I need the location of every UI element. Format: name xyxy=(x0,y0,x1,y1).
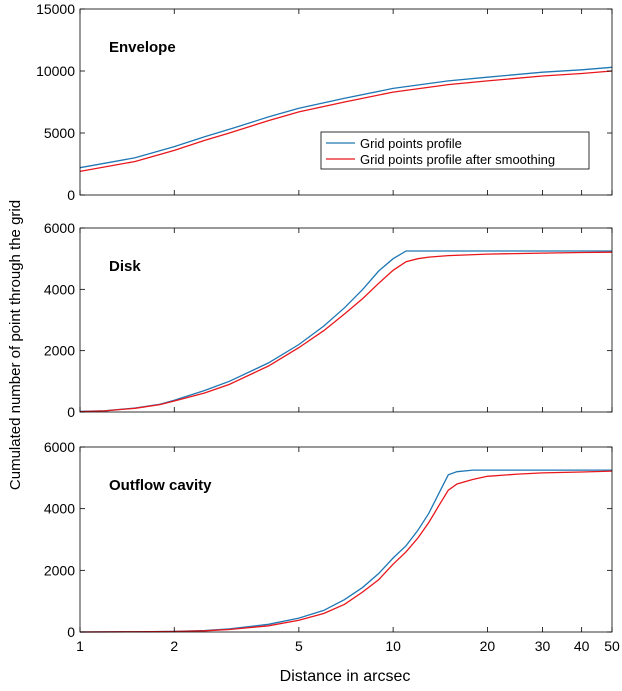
panel-title-outflow-cavity: Outflow cavity xyxy=(109,477,212,494)
x-tick-label: 30 xyxy=(535,638,551,654)
axes-frame-disk xyxy=(79,227,613,413)
panel-envelope: 0 5000 10000 15000 Envelope xyxy=(36,1,613,203)
y-tick-label: 4000 xyxy=(44,501,75,517)
panel-title-disk: Disk xyxy=(109,258,141,275)
series-line-outflow-cavity-smoothed xyxy=(79,470,613,633)
y-tick-label: 2000 xyxy=(44,562,75,578)
x-tick-label: 20 xyxy=(480,638,496,654)
x-tick-label: 5 xyxy=(295,638,303,654)
y-tick-label: 10000 xyxy=(36,63,75,79)
axes-frame-outflow-cavity xyxy=(79,446,613,633)
legend-label-raw: Grid points profile xyxy=(360,136,462,151)
axes-frame-envelope xyxy=(79,8,613,196)
y-tick-label: 2000 xyxy=(44,343,75,359)
y-tick-label: 4000 xyxy=(44,281,75,297)
y-tick-label: 0 xyxy=(67,624,75,640)
y-axis-label: Cumulated number of point through the gr… xyxy=(7,200,24,490)
y-tick-label: 15000 xyxy=(36,1,75,17)
series-line-envelope-raw xyxy=(79,66,613,169)
series-line-envelope-smoothed xyxy=(79,70,613,173)
series-line-disk-raw xyxy=(79,250,612,413)
legend: Grid points profile Grid points profile … xyxy=(320,131,590,170)
y-tick-label: 0 xyxy=(67,404,75,420)
x-axis-label: Distance in arcsec xyxy=(280,668,411,685)
x-tick-label: 1 xyxy=(76,638,84,654)
y-tick-label: 0 xyxy=(67,187,75,203)
x-tick-label: 10 xyxy=(385,638,401,654)
y-tick-label: 6000 xyxy=(44,220,75,236)
y-tick-label: 6000 xyxy=(44,439,75,455)
panels: 0 5000 10000 15000 Envelope 0 2000 4000 6000 Disk… xyxy=(36,1,620,654)
series-line-disk-smoothed xyxy=(79,251,613,413)
x-tick-label: 2 xyxy=(170,638,178,654)
x-tick-label: 40 xyxy=(574,638,590,654)
panel-title-envelope: Envelope xyxy=(109,39,176,56)
series-line-outflow-cavity-raw xyxy=(79,469,612,633)
legend-label-smoothed: Grid points profile after smoothing xyxy=(360,152,555,167)
x-tick-label: 50 xyxy=(604,638,620,654)
legend-box xyxy=(320,131,590,170)
panel-disk: 0 2000 4000 6000 Disk xyxy=(44,220,613,420)
panel-outflow-cavity: 0 2000 4000 6000 1 2 5 10 20 30 40 50 Outflow cavity xyxy=(44,439,620,654)
y-tick-label: 5000 xyxy=(44,125,75,141)
